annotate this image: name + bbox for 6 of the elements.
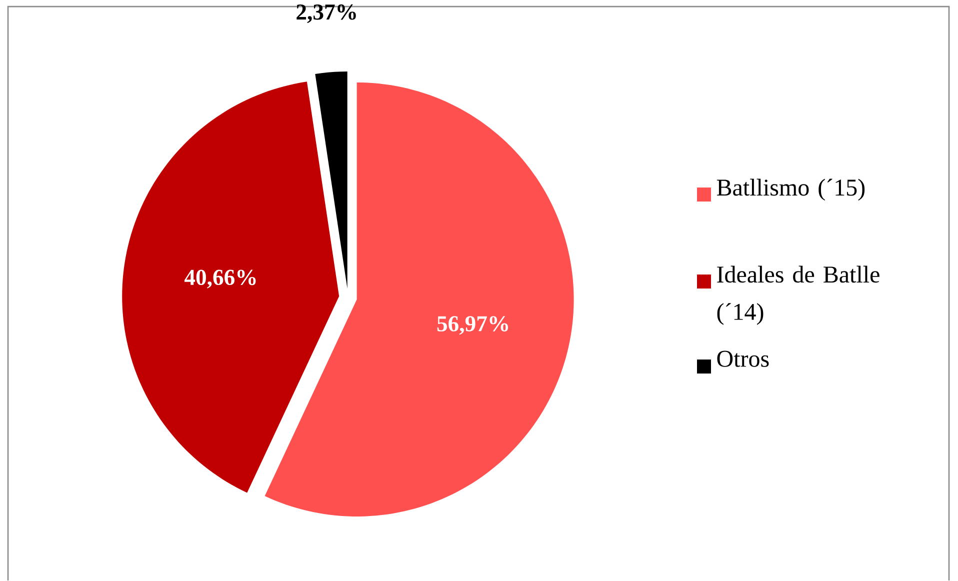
data-label: 2,37% xyxy=(296,4,356,23)
legend-label: Ideales de Batlle (´14) xyxy=(717,266,880,325)
data-label: 40,66% xyxy=(184,270,256,288)
legend-label: Otros xyxy=(717,350,769,367)
legend-label: Batllismo (´15) xyxy=(716,178,865,200)
data-label: 56,97% xyxy=(437,316,508,335)
